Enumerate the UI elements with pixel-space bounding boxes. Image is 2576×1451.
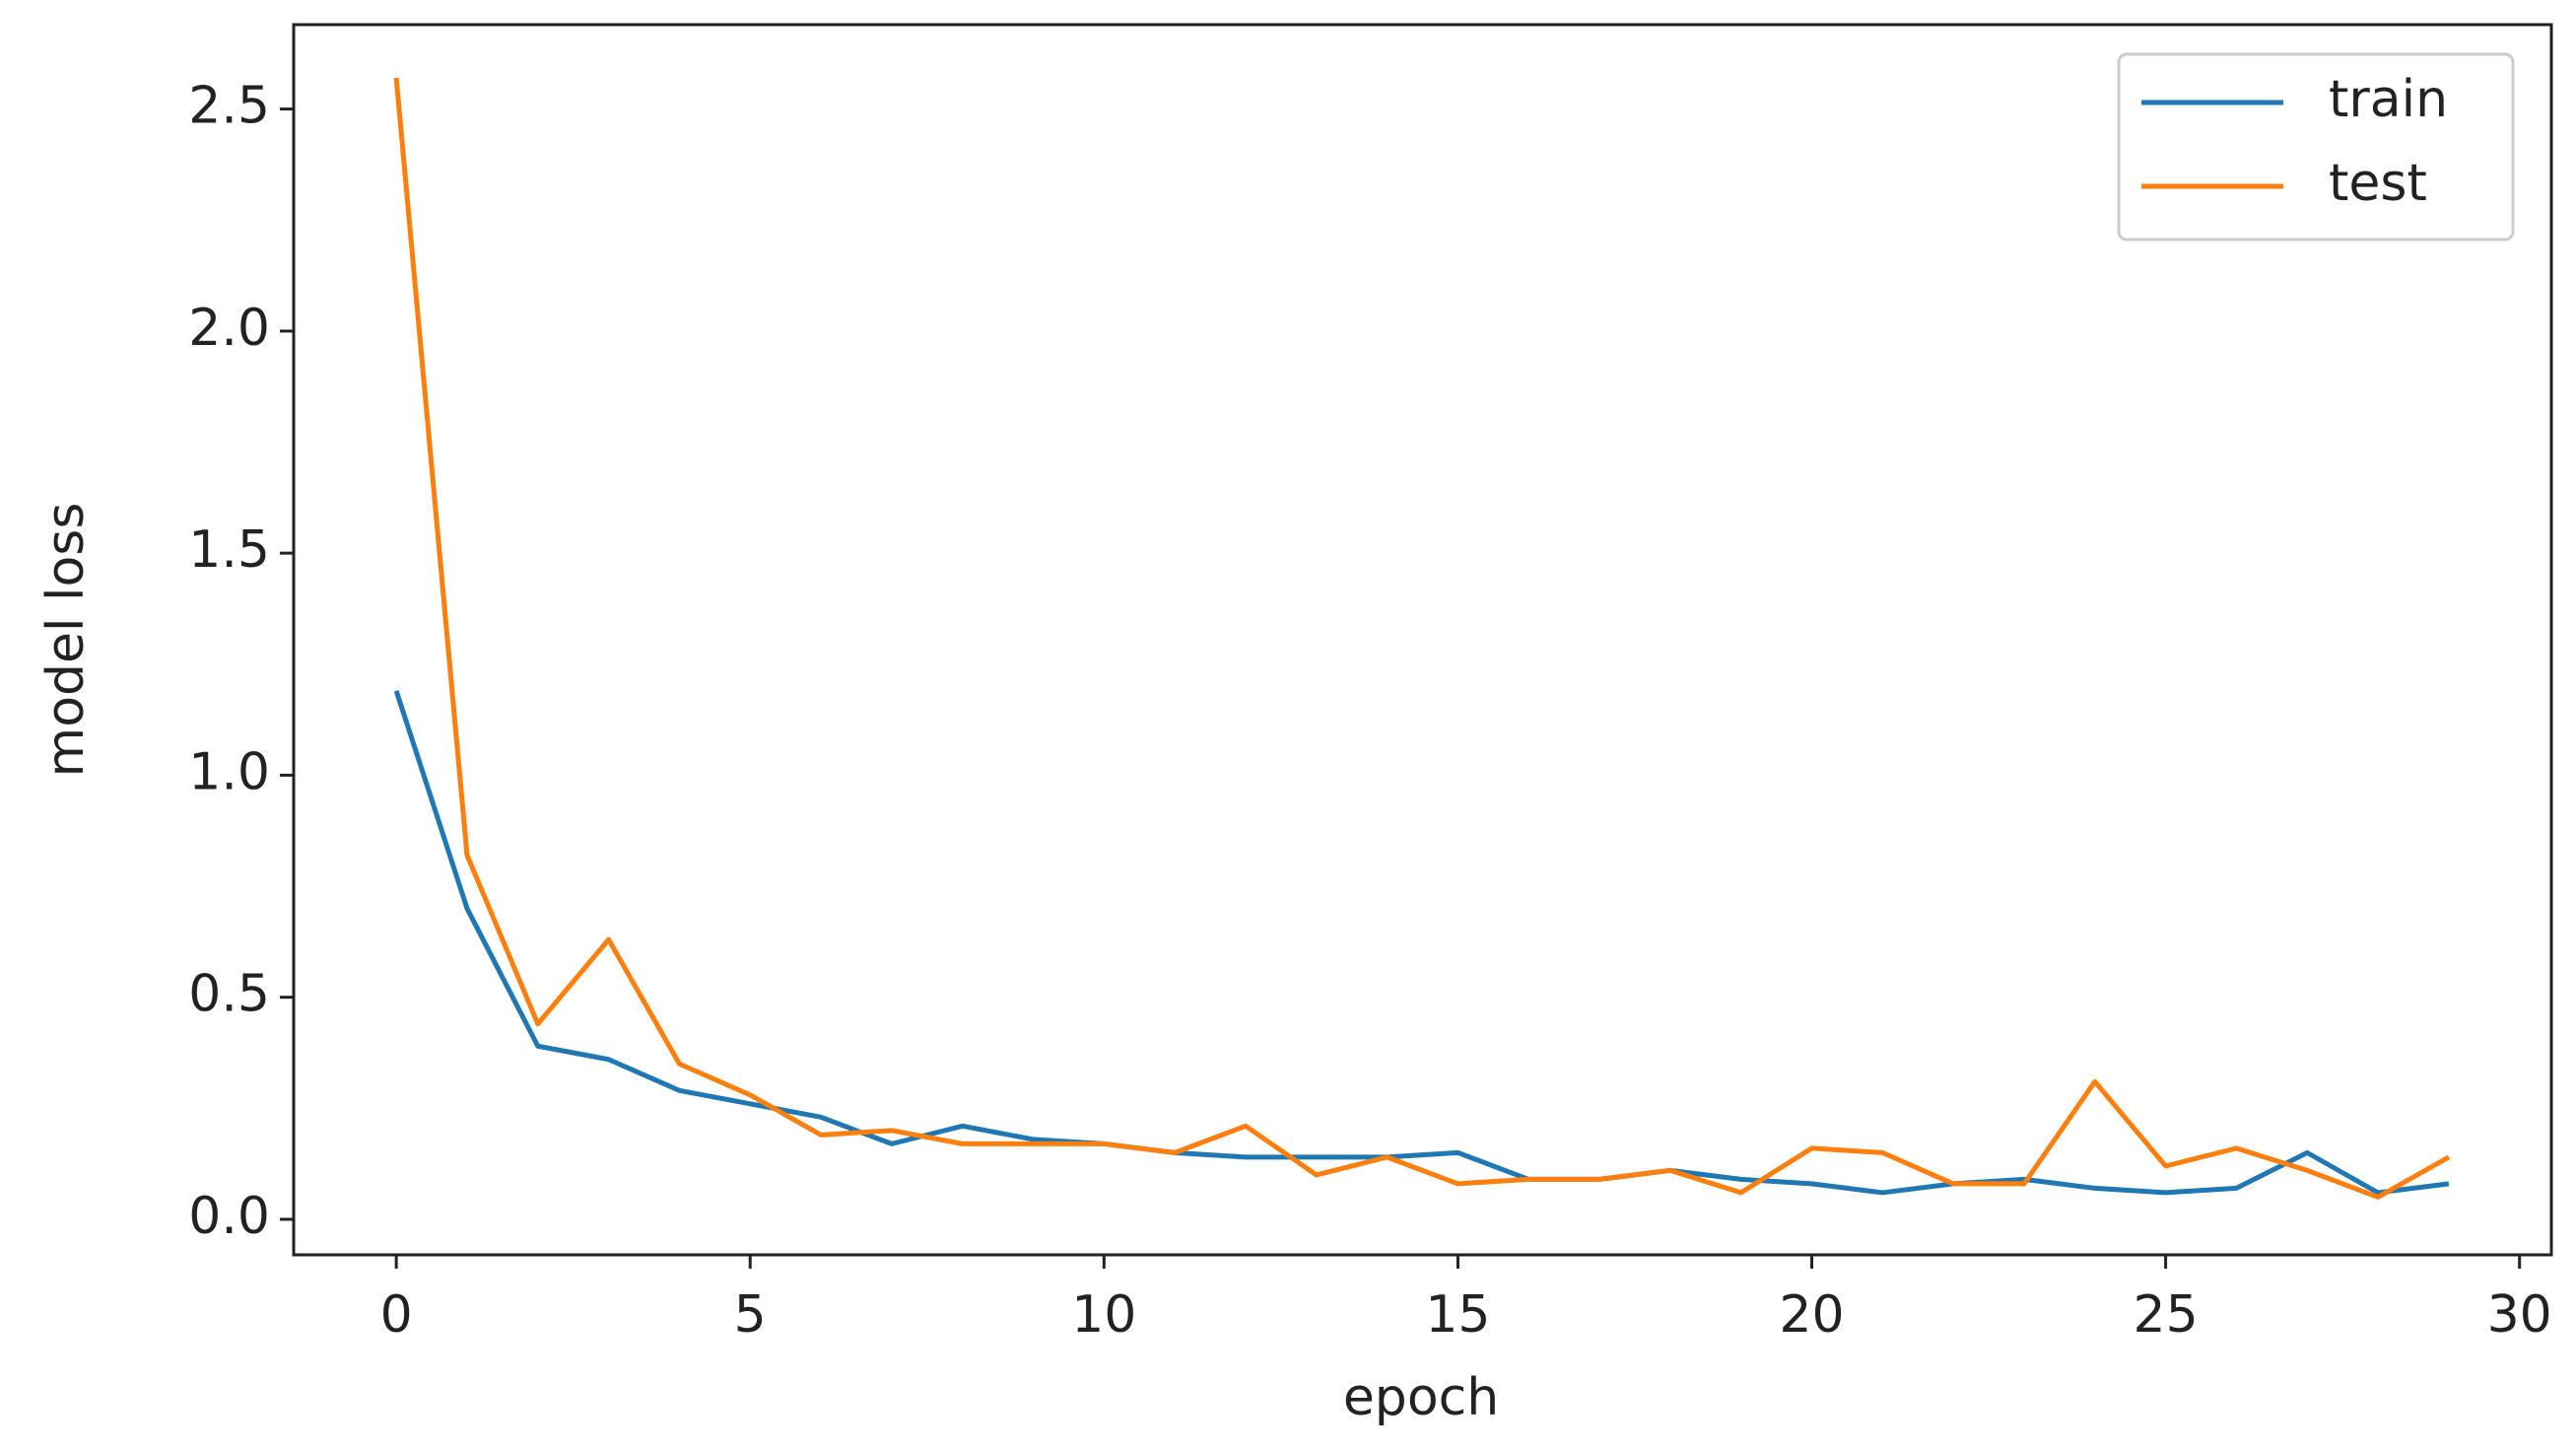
x-tick-label: 15 (1425, 1285, 1490, 1345)
legend-label: test (2329, 154, 2427, 213)
x-tick-label: 25 (2134, 1285, 2199, 1345)
y-tick-label: 2.0 (188, 299, 270, 358)
series-line (393, 77, 2451, 1200)
series-line (393, 690, 2450, 1196)
plot-frame (292, 23, 2553, 1257)
y-tick-label: 0.0 (188, 1187, 270, 1246)
y-axis-label: model loss (36, 503, 96, 778)
x-tick-label: 10 (1071, 1285, 1136, 1345)
x-tick-label: 30 (2487, 1285, 2552, 1345)
x-tick-label: 0 (380, 1285, 413, 1345)
x-tick-label: 5 (734, 1285, 767, 1345)
y-tick-label: 1.5 (188, 520, 270, 580)
legend-box (2117, 52, 2515, 242)
y-tick-label: 2.5 (188, 77, 270, 136)
x-tick-label: 20 (1779, 1285, 1844, 1345)
y-tick-label: 0.5 (188, 965, 270, 1024)
y-tick-label: 1.0 (188, 742, 270, 801)
x-axis-label: epoch (1343, 1368, 1499, 1427)
legend-label: train (2329, 70, 2448, 129)
